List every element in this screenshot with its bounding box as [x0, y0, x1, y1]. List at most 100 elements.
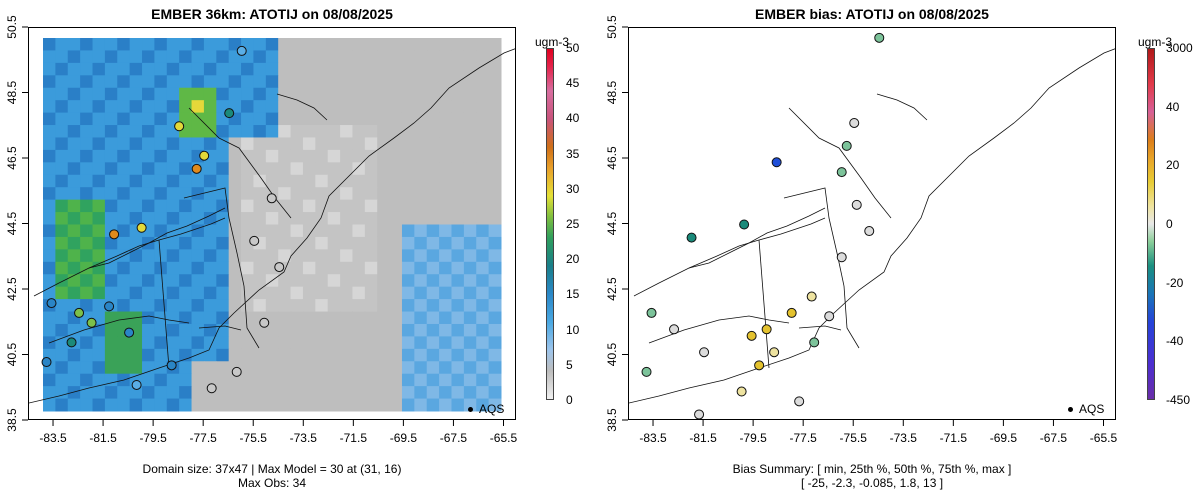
model-cell [129, 125, 143, 138]
model-cell [179, 261, 193, 275]
model-cell [377, 286, 391, 300]
model-cell [414, 100, 428, 114]
y-tick-label: 38.5 [605, 408, 619, 432]
model-cell [401, 336, 415, 350]
model-cell [216, 373, 230, 387]
model-cell [389, 311, 403, 325]
model-cell [488, 187, 502, 201]
station-marker [739, 219, 750, 230]
model-cell [142, 336, 155, 350]
model-cell [92, 236, 106, 250]
model-cell [377, 75, 391, 89]
model-cell [488, 162, 502, 176]
model-cell [439, 336, 452, 350]
model-cell [104, 174, 118, 188]
model-cell [488, 75, 502, 89]
station-marker [736, 386, 747, 397]
model-cell [43, 137, 56, 151]
model-cell [488, 336, 502, 350]
model-cell [302, 62, 316, 76]
model-cell [55, 87, 69, 101]
colorbar-tick-label: 0 [566, 393, 573, 407]
model-cell [315, 199, 329, 213]
model-cell [55, 75, 69, 89]
model-cell [340, 212, 353, 225]
model-cell [203, 174, 217, 188]
model-cell [451, 336, 465, 350]
model-cell [92, 274, 106, 288]
model-cell [364, 149, 378, 163]
model-cell [377, 323, 391, 337]
model-cell [327, 187, 341, 201]
model-cell [488, 236, 502, 250]
model-cell [228, 125, 242, 138]
model-cell [439, 261, 452, 275]
model-cell [228, 87, 242, 101]
model-cell [352, 50, 366, 64]
model-cell [117, 125, 131, 138]
model-cell [439, 87, 452, 101]
map-outline-7 [183, 187, 245, 287]
model-cell [117, 224, 131, 238]
model-cell [476, 38, 490, 51]
model-cell [401, 361, 415, 375]
model-cell [439, 199, 452, 213]
x-tick-label: -71.5 [940, 431, 968, 445]
model-cell [216, 199, 230, 213]
model-cell [290, 398, 304, 412]
colorbar-tick-label: -40 [1166, 334, 1184, 349]
model-cell [241, 361, 254, 375]
model-cell [377, 100, 391, 114]
model-cell [488, 249, 502, 263]
model-cell [352, 174, 366, 188]
model-cell [377, 174, 391, 188]
model-cell [476, 75, 490, 89]
model-cell [67, 212, 81, 225]
left-aqs-label: AQS [479, 402, 505, 416]
model-cell [265, 137, 279, 151]
model-cell [80, 38, 94, 51]
model-cell [191, 311, 205, 325]
model-cell [414, 38, 428, 51]
station-marker [746, 330, 757, 341]
model-cell [290, 62, 304, 76]
model-cell [451, 149, 465, 163]
model-cell [488, 373, 502, 387]
model-cell [327, 100, 341, 114]
model-cell [315, 137, 329, 151]
model-cell [55, 361, 69, 375]
station-marker [191, 163, 202, 174]
model-cell [290, 100, 304, 114]
model-cell [290, 162, 304, 176]
model-cell [451, 112, 465, 126]
model-cell [104, 162, 118, 176]
model-cell [117, 386, 131, 400]
map-outline-4 [276, 93, 328, 121]
model-cell [476, 373, 490, 387]
model-cell [129, 261, 143, 275]
model-cell [315, 323, 329, 337]
station-marker [641, 366, 652, 377]
model-cell [166, 38, 180, 51]
model-cell [389, 386, 403, 400]
model-cell [315, 224, 329, 238]
model-cell [463, 286, 477, 300]
model-cell [451, 199, 465, 213]
model-cell [439, 125, 452, 138]
model-cell [67, 249, 81, 263]
model-cell [290, 311, 304, 325]
model-cell [488, 100, 502, 114]
model-cell [476, 100, 490, 114]
model-cell [389, 199, 403, 213]
model-cell [414, 373, 428, 387]
model-cell [327, 224, 341, 238]
model-cell [278, 336, 292, 350]
model-cell [451, 137, 465, 151]
model-cell [463, 311, 477, 325]
model-cell [327, 162, 341, 176]
model-cell [315, 286, 329, 300]
model-cell [179, 373, 193, 387]
map-outline-3 [188, 107, 292, 219]
model-cell [451, 249, 465, 263]
model-cell [439, 311, 452, 325]
